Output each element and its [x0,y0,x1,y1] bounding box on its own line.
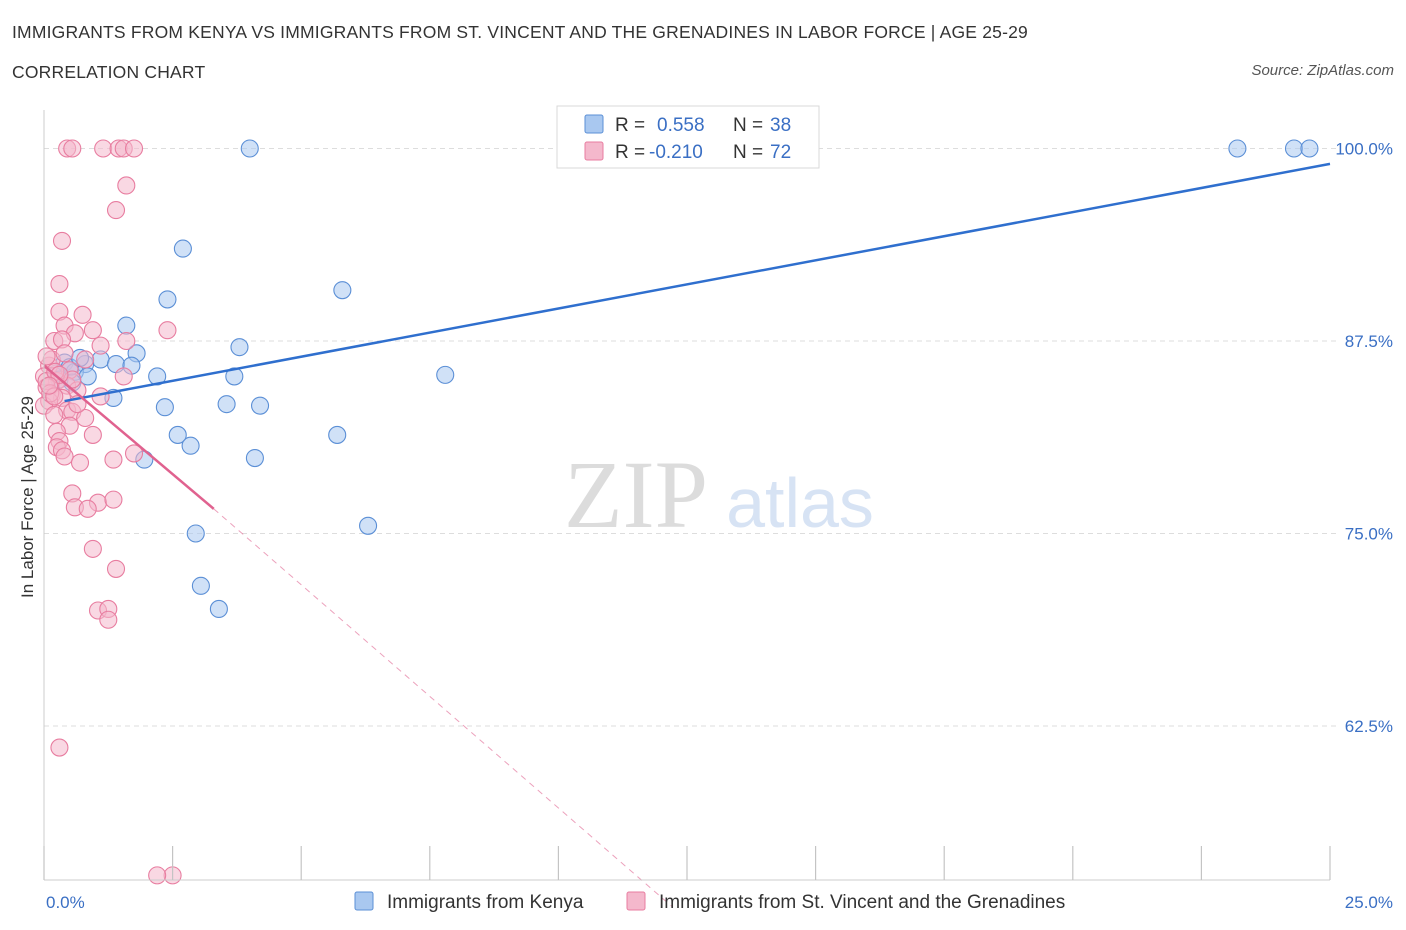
kenya-point-4 [173,239,192,258]
legend-swatch-kenya [354,891,374,911]
legend-top-swatch-svg [584,141,604,161]
legend-label-kenya: Immigrants from Kenya [387,892,584,913]
kenya-point-32 [209,599,228,619]
kenya-point-7 [117,316,136,335]
kenya-point-5 [333,281,352,300]
y-tick-label-0: 100.0% [1335,140,1393,159]
kenya-point-26 [181,436,200,455]
svg-trend-line-2 [213,508,672,907]
chart-title: IMMIGRANTS FROM KENYA VS IMMIGRANTS FROM… [12,22,1028,42]
trend-layer [43,162,1331,907]
legend-top-n-label-kenya: N = [733,115,763,136]
legend-swatch-svg [626,891,646,911]
y-tick-label-1: 87.5% [1345,332,1393,351]
kenya-point-31 [191,576,210,595]
legend-top-n-value-svg: 72 [770,142,791,163]
kenya-point-29 [359,516,378,535]
chart-subtitle: CORRELATION CHART [12,62,206,82]
watermark-atlas: atlas [726,464,874,542]
legend-top-r-value-kenya: 0.558 [657,115,705,136]
legend-top-n-label-svg: N = [733,142,763,163]
kenya-point-16 [225,367,244,386]
axis-layer: 100.0% 87.5% 75.0% 62.5% 0.0% 25.0% [43,110,1393,912]
legend-top-r-value-svg: -0.210 [649,142,703,163]
legend-top: R = 0.558 N = 38 R = -0.210 N = 72 [556,105,820,169]
kenya-point-23 [155,398,174,417]
x-tick-label-0: 0.0% [46,893,85,912]
kenya-point-8 [230,338,249,357]
kenya-point-6 [158,290,177,309]
kenya-point-1 [1228,139,1247,158]
y-axis-label: In Labor Force | Age 25-29 [18,396,37,598]
kenya-point-25 [328,425,347,444]
kenya-point-28 [245,448,264,468]
legend-bottom: Immigrants from Kenya Immigrants from St… [354,891,1065,913]
chart-source: Source: ZipAtlas.com [1251,62,1394,79]
legend-top-r-label-kenya: R = [615,115,645,136]
x-tick-label-1: 25.0% [1345,893,1393,912]
watermark: ZIP atlas [564,441,874,548]
legend-top-r-label-svg: R = [615,142,645,163]
y-tick-label-3: 62.5% [1345,717,1393,736]
grid-layer [44,148,1336,727]
y-tick-label-2: 75.0% [1345,525,1393,544]
kenya-point-22 [217,395,236,414]
kenya-point-0 [240,139,259,158]
kenya-point-2 [1284,139,1304,158]
watermark-zip: ZIP [564,441,708,548]
kenya-point-21 [250,396,270,415]
svg-trend-line-1 [43,364,215,510]
kenya-trend-line-0 [64,162,1331,403]
legend-label-svg: Immigrants from St. Vincent and the Gren… [659,892,1065,913]
legend-top-swatch-kenya [584,114,604,134]
kenya-point-19 [436,365,455,384]
legend-top-n-value-kenya: 38 [770,115,791,136]
kenya-point-24 [168,425,187,444]
kenya-point-30 [186,524,205,543]
kenya-point-3 [1300,139,1319,158]
